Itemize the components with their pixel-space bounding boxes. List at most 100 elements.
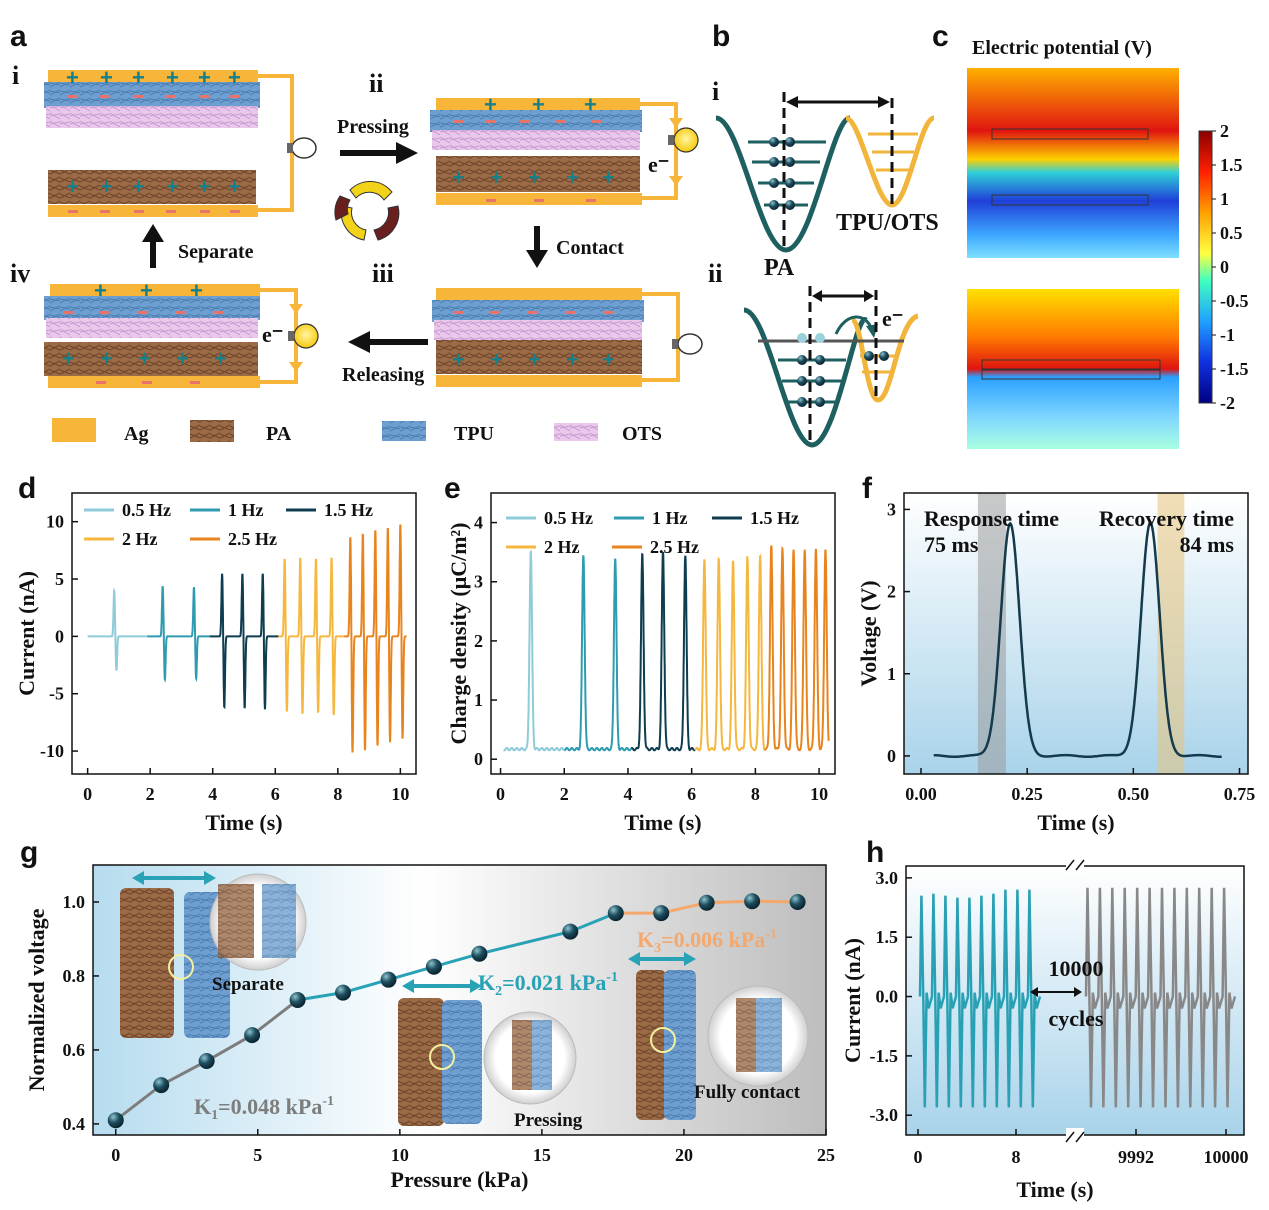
legend-ag: Ag xyxy=(124,423,148,445)
colorbar-tick-label: 0 xyxy=(1220,257,1229,277)
y-tick-label: 1 xyxy=(474,690,483,710)
data-point xyxy=(335,984,352,1001)
data-point xyxy=(744,893,761,910)
panel-b: b i ii PA TPU/OTS xyxy=(708,20,939,448)
slope-label: K1=0.048 kPa-1 xyxy=(194,1094,334,1123)
series-line-0p5-Hz xyxy=(87,587,147,671)
y-tick-label: -3.0 xyxy=(870,1105,899,1125)
panel-a: a i ii iii iv + + + + + + + + + + + + xyxy=(10,20,703,445)
y-tick-label: -1.5 xyxy=(870,1046,899,1066)
potential-title: Electric potential (V) xyxy=(972,37,1152,59)
chart-d: 0 2 4 6 8 10 10 5 0 -5 -10 Time (s) Current (nA) 0.5 … xyxy=(14,492,417,835)
arrow-contact: Contact xyxy=(526,226,624,268)
svg-text:+: + xyxy=(132,65,145,90)
data-point xyxy=(244,1027,261,1044)
bulb-lit-icon xyxy=(668,127,699,153)
potential-wells-i: PA TPU/OTS xyxy=(715,92,939,281)
axis-break-top-gap xyxy=(1066,858,1084,874)
data-point xyxy=(607,905,624,922)
legend-ots: OTS xyxy=(622,423,662,445)
legend-label: 1.5 Hz xyxy=(750,508,799,528)
data-point xyxy=(789,893,806,910)
svg-text:+: + xyxy=(166,65,179,90)
x-tick-label: 0 xyxy=(914,1147,923,1167)
x-tick-label: 10 xyxy=(810,784,828,804)
voltage-line xyxy=(933,520,1222,758)
y-tick-label: 0.0 xyxy=(876,987,899,1007)
panel-label-f: f xyxy=(862,472,873,505)
svg-text:+: + xyxy=(602,347,615,372)
data-point xyxy=(471,945,488,962)
legend-label: 1 Hz xyxy=(228,500,264,520)
x-axis-title: Pressure (kPa) xyxy=(391,1167,529,1192)
data-point xyxy=(425,958,442,975)
x-tick-label: 0 xyxy=(496,784,505,804)
svg-text:+: + xyxy=(452,347,465,372)
svg-text:+: + xyxy=(490,165,503,190)
panel-label-d: d xyxy=(18,472,36,505)
x-tick-label: 0.75 xyxy=(1224,784,1256,804)
y-tick-label: -10 xyxy=(40,741,64,761)
panel-f: f 0.00 0.25 0.50 0.75 3 2 1 0 Time (s) Voltage (V… xyxy=(856,472,1255,835)
response-time-value: 75 ms xyxy=(924,532,979,557)
inset-label-separate: Separate xyxy=(212,974,284,995)
b-electron-label: e⁻ xyxy=(882,306,903,331)
y-tick-label: 4 xyxy=(474,513,483,533)
arrow-separate: Separate xyxy=(142,224,254,268)
x-tick-label: 0 xyxy=(111,1145,120,1165)
panel-label-a: a xyxy=(10,20,27,53)
x-tick-label: 5 xyxy=(253,1145,262,1165)
svg-text:+: + xyxy=(566,347,579,372)
svg-text:+: + xyxy=(140,278,153,303)
colorbar-tick-label: 0.5 xyxy=(1220,223,1243,243)
panel-c: c Electric potential (V) 2 1.5 1 0.5 0 -0.5 -1… xyxy=(932,20,1249,449)
inset-label-fully-contact: Fully contact xyxy=(694,1082,801,1103)
svg-text:+: + xyxy=(532,92,545,117)
svg-text:+: + xyxy=(602,165,615,190)
stage-iv-device: + + + + + + + + e⁻ xyxy=(44,278,319,388)
series-line-2-Hz xyxy=(694,553,766,752)
time-band xyxy=(977,493,1006,774)
series-line-2p5-Hz xyxy=(344,524,407,753)
plot-frame xyxy=(71,492,417,775)
plot-frame xyxy=(903,492,1249,775)
inset-fully-contact: Fully contact xyxy=(628,952,809,1120)
panel-label-h: h xyxy=(866,836,884,869)
plot-frame xyxy=(490,492,836,775)
x-axis-title: Time (s) xyxy=(1016,1177,1093,1202)
potential-map-separated xyxy=(967,68,1179,258)
panel-d: d 0 2 4 6 8 10 10 5 0 -5 -10 Time (s) Current (nA) 0.… xyxy=(14,472,417,835)
legend-label: 0.5 Hz xyxy=(122,500,171,520)
data-point xyxy=(380,971,397,988)
electron-label-ii: e⁻ xyxy=(648,152,669,177)
x-tick-label: 2 xyxy=(560,784,569,804)
stage-ii-label: ii xyxy=(369,69,383,98)
data-point xyxy=(198,1053,215,1070)
stage-iii-label: iii xyxy=(372,259,394,288)
bulb-lit-icon xyxy=(288,323,319,349)
svg-text:+: + xyxy=(452,165,465,190)
b-stage-i-label: i xyxy=(712,77,719,106)
plot-frame xyxy=(92,864,827,1136)
y-tick-label: 3.0 xyxy=(876,868,899,888)
y-tick-label: 2 xyxy=(474,631,483,651)
chart-h: 0 8 9992 10000 3.0 1.5 0.0 -1.5 -3.0 Time (s) Curr… xyxy=(840,858,1249,1202)
chart-g: 0 5 10 15 20 25 1.0 0.8 0.6 0.4 Pressure (kPa) Norm… xyxy=(24,864,835,1192)
x-tick-label: 2 xyxy=(146,784,155,804)
y-tick-label: 0.4 xyxy=(63,1114,86,1134)
data-point xyxy=(107,1112,124,1129)
series-line-2p5-Hz xyxy=(764,545,830,752)
svg-text:+: + xyxy=(138,346,151,371)
colorbar-tick-label: 1 xyxy=(1220,189,1229,209)
colorbar-tick-label: -1 xyxy=(1220,325,1235,345)
x-axis-title: Time (s) xyxy=(205,810,282,835)
svg-text:+: + xyxy=(198,65,211,90)
svg-text:+: + xyxy=(214,346,227,371)
svg-text:+: + xyxy=(528,165,541,190)
x-tick-label: 8 xyxy=(1012,1147,1021,1167)
y-tick-label: 0.6 xyxy=(63,1040,86,1060)
colorbar-tick-label: -2 xyxy=(1220,393,1235,413)
x-tick-label: 10 xyxy=(391,1145,409,1165)
electron-label-iv: e⁻ xyxy=(262,322,283,347)
svg-text:+: + xyxy=(100,346,113,371)
